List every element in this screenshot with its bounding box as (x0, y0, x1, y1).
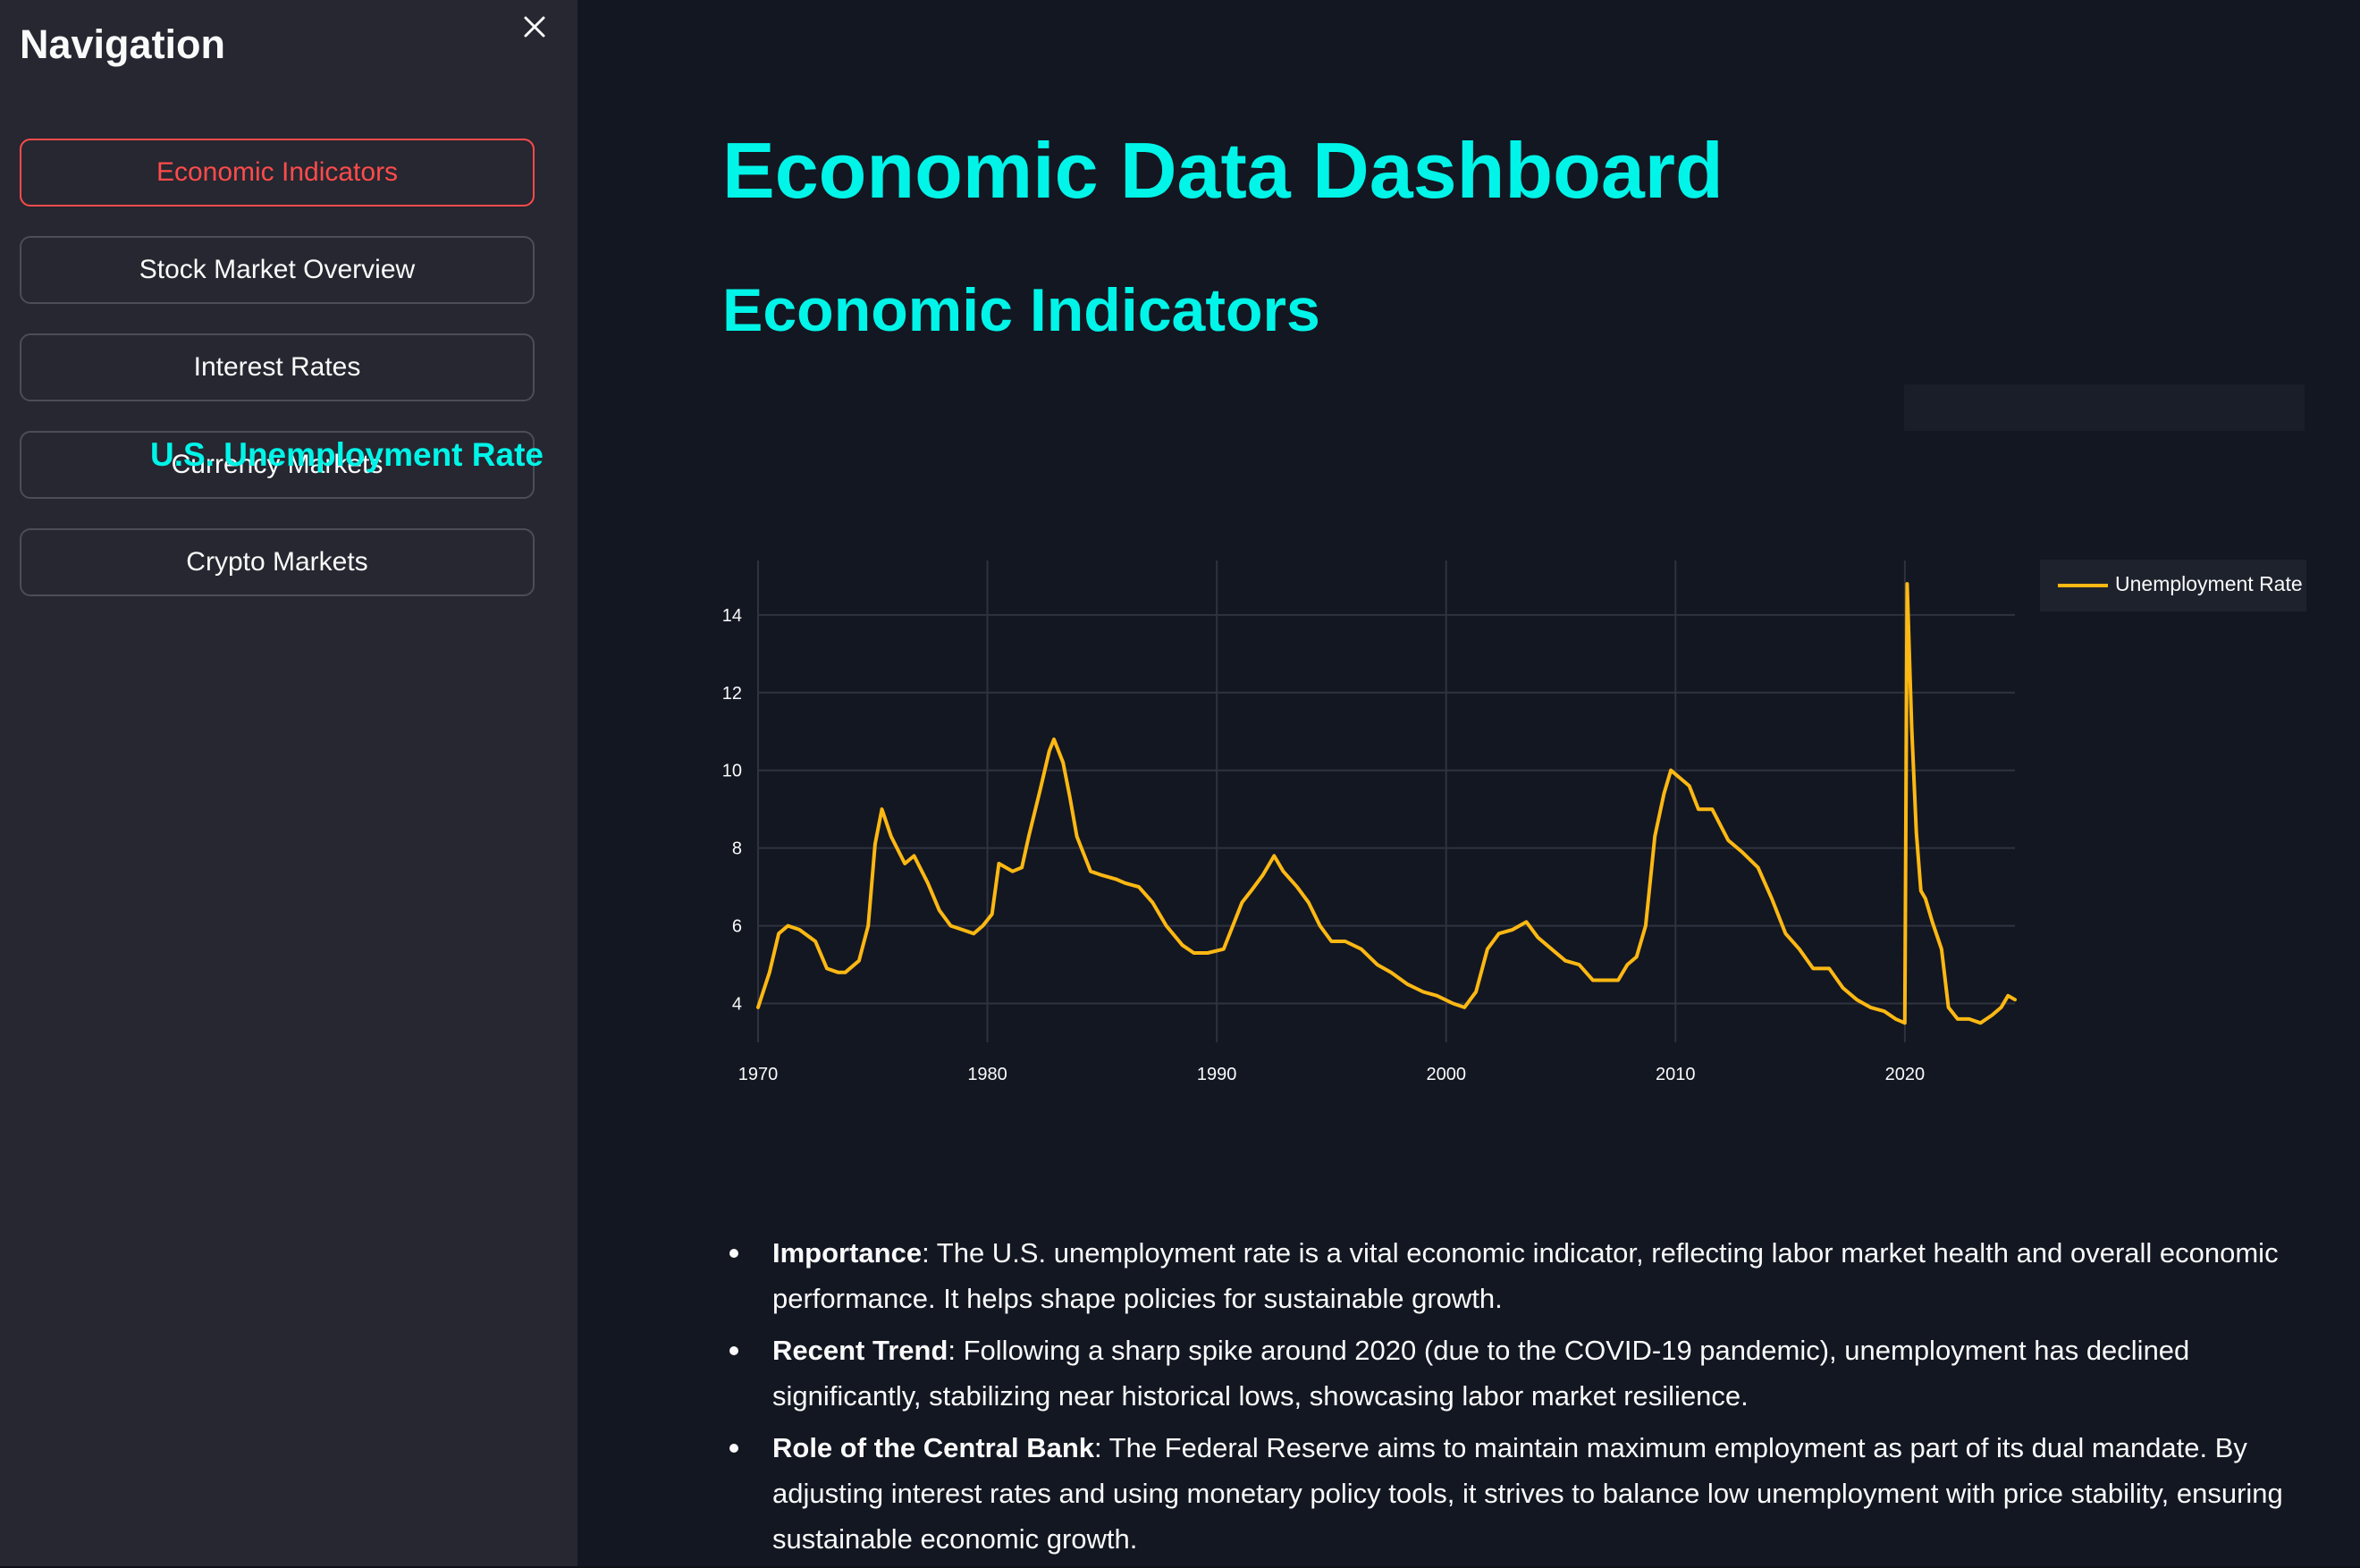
note-item: Recent Trend: Following a sharp spike ar… (729, 1328, 2303, 1419)
note-text: : The Federal Reserve aims to maintain m… (772, 1432, 2283, 1555)
note-term: Role of the Central Bank (772, 1432, 1094, 1463)
nav-currency-markets-button[interactable]: Currency Markets (20, 431, 535, 499)
legend-line-swatch (2058, 584, 2108, 587)
chart-toolbar[interactable] (1904, 384, 2305, 431)
nav-list: Economic Indicators Stock Market Overvie… (20, 139, 535, 626)
notes-list: Importance: The U.S. unemployment rate i… (729, 1230, 2303, 1568)
chart-legend[interactable]: Unemployment Rate (2040, 560, 2306, 611)
close-icon-glyph (524, 16, 545, 38)
note-term: Recent Trend (772, 1335, 948, 1366)
nav-interest-rates-button[interactable]: Interest Rates (20, 333, 535, 401)
nav-economic-indicators-button[interactable]: Economic Indicators (20, 139, 535, 207)
nav-crypto-markets-button[interactable]: Crypto Markets (20, 528, 535, 596)
sidebar-title: Navigation (20, 21, 226, 67)
page-title: Economic Data Dashboard (722, 126, 1724, 215)
note-text: : Following a sharp spike around 2020 (d… (772, 1335, 2190, 1412)
section-title: Economic Indicators (722, 276, 1320, 344)
sidebar: Navigation Economic Indicators Stock Mar… (0, 0, 577, 1566)
note-term: Importance (772, 1237, 923, 1269)
chart-title: U.S. Unemployment Rate (150, 436, 544, 473)
close-icon[interactable] (520, 13, 549, 41)
nav-stock-market-overview-button[interactable]: Stock Market Overview (20, 236, 535, 304)
note-item: Importance: The U.S. unemployment rate i… (729, 1230, 2303, 1321)
note-text: : The U.S. unemployment rate is a vital … (772, 1237, 2279, 1314)
note-item: Role of the Central Bank: The Federal Re… (729, 1425, 2303, 1562)
legend-label: Unemployment Rate (2115, 572, 2303, 595)
